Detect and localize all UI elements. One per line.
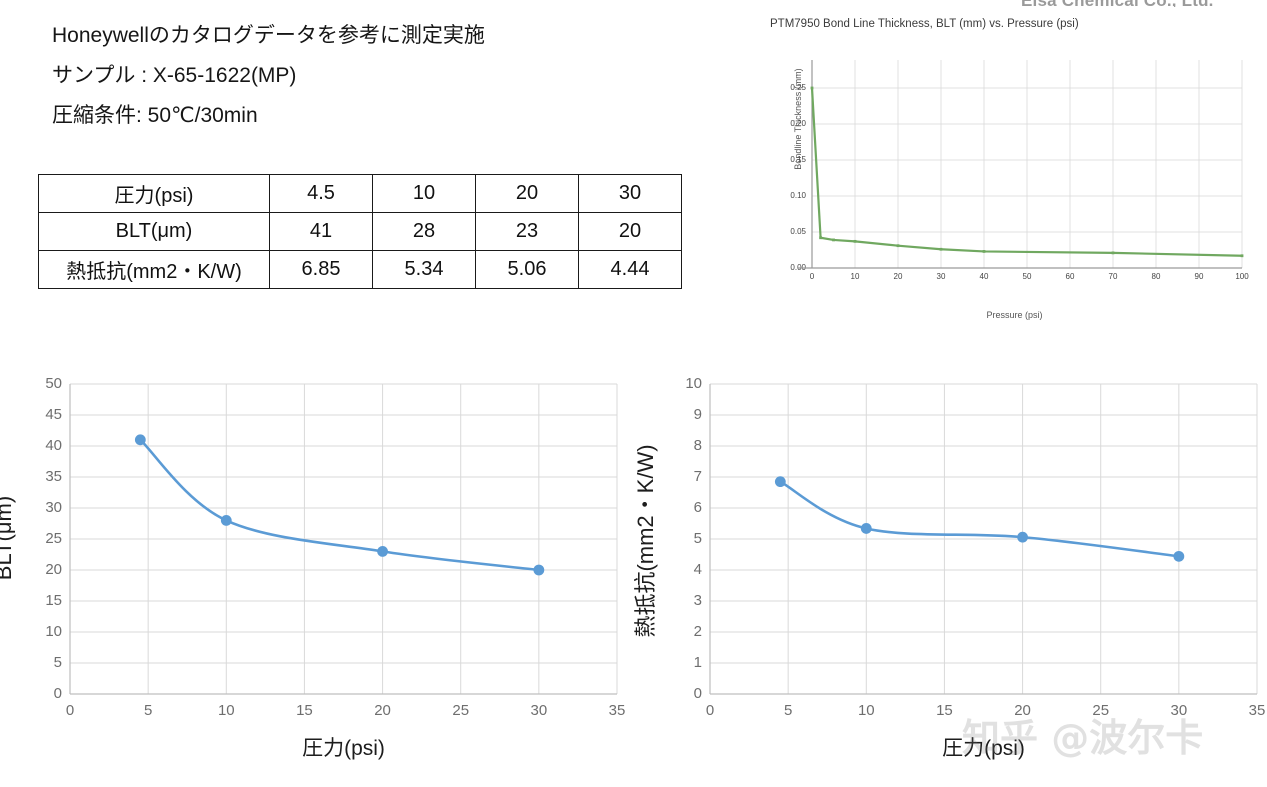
inset-y-tick-label: 0.20 [790,119,806,128]
table-cell: 10 [372,174,476,213]
blt-x-tick-label: 10 [217,702,235,719]
company-name-text: Eisa Chemical Co., Ltd. [1021,0,1267,7]
table-cell: 4.5 [269,174,373,213]
inset-x-tick-label: 60 [1065,272,1075,281]
table-cell: 20 [578,212,682,251]
blt-y-tick-label: 30 [45,499,62,516]
blt-y-tick-label: 5 [53,654,62,671]
inset-y-tick-label: 0.05 [790,227,806,236]
blt-y-tick-label: 40 [45,437,62,454]
rth-y-tick-label: 6 [693,499,702,516]
header-line-1: Honeywellのカタログデータを参考に測定実施 [52,24,485,47]
rth-y-tick-label: 7 [693,468,702,485]
table-cell: 41 [269,212,373,251]
rth-y-tick-label: 5 [693,530,702,547]
table-cell: 6.85 [269,250,373,289]
header-line-3: 圧縮条件: 50℃/30min [52,104,258,127]
inset-x-tick-label: 30 [936,272,946,281]
blt-y-tick-label: 20 [45,561,62,578]
rth-y-tick-label: 10 [685,375,702,392]
rth-y-tick-label: 9 [693,406,702,423]
table-cell: 30 [578,174,682,213]
inset-x-tick-label: 0 [809,272,815,281]
table-cell: 28 [372,212,476,251]
table-cell: 5.06 [475,250,579,289]
table-cell: 4.44 [578,250,682,289]
blt-chart-x-axis-label: 圧力(psi) [302,737,385,760]
blt-x-tick-label: 0 [65,702,75,719]
thermal-resistance-chart: 熱抵抗(mm2・K/W) 圧力(psi) 0 1 2 3 4 5 6 7 8 9 10 0 5 10 15… [633,372,1267,787]
blt-y-tick-label: 0 [53,685,62,702]
inset-x-tick-label: 20 [893,272,903,281]
blt-x-tick-label: 5 [143,702,153,719]
table-row-label: 圧力(psi) [38,174,270,213]
blt-y-tick-label: 25 [45,530,62,547]
rth-y-tick-label: 1 [693,654,702,671]
inset-y-tick-label: 0.25 [790,83,806,92]
rth-y-tick-label: 2 [693,623,702,640]
blt-y-tick-label: 15 [45,592,62,609]
inset-x-tick-label: 50 [1022,272,1032,281]
inset-y-tick-label: 0.15 [790,155,806,164]
blt-y-tick-label: 10 [45,623,62,640]
table-row: BLT(μm) 41 28 23 20 [38,212,682,251]
blt-y-tick-label: 50 [45,375,62,392]
rth-x-tick-label: 20 [1014,702,1031,719]
inset-x-tick-label: 100 [1235,272,1249,281]
rth-x-tick-label: 0 [705,702,715,719]
thermal-resistance-chart-plot [709,383,1258,695]
rth-x-tick-label: 35 [1248,702,1266,719]
rth-y-tick-label: 3 [693,592,702,609]
header-line-2: サンプル : X-65-1622(MP) [52,64,297,87]
watermark-text: 知乎 @波尔卡 [962,716,1204,760]
rth-y-tick-label: 4 [693,561,702,578]
rth-x-tick-label: 25 [1092,702,1110,719]
rth-y-tick-label: 8 [693,437,702,454]
inset-x-tick-label: 90 [1194,272,1204,281]
blt-chart-plot [69,383,618,695]
inset-chart-x-axis-label: Pressure (psi) [986,310,1043,320]
measurement-table: 圧力(psi) 4.5 10 20 30 BLT(μm) 41 28 23 20… [38,174,682,289]
rth-y-tick-label: 0 [693,685,702,702]
blt-x-tick-label: 15 [296,702,313,719]
rth-x-tick-label: 15 [936,702,953,719]
table-cell: 20 [475,174,579,213]
rth-x-tick-label: 10 [857,702,875,719]
table-row: 熱抵抗(mm2・K/W) 6.85 5.34 5.06 4.44 [38,250,682,289]
inset-x-tick-label: 70 [1108,272,1118,281]
inset-x-tick-label: 10 [850,272,860,281]
blt-y-tick-label: 35 [45,468,62,485]
table-cell: 5.34 [372,250,476,289]
rth-x-tick-label: 5 [783,702,793,719]
inset-x-tick-label: 80 [1151,272,1161,281]
inset-chart-plot [798,60,1244,269]
table-row-label: BLT(μm) [38,212,270,251]
table-cell: 23 [475,212,579,251]
inset-y-tick-label: 0.10 [790,191,806,200]
thermal-resistance-chart-x-axis-label: 圧力(psi) [942,737,1025,760]
blt-y-tick-label: 45 [45,406,62,423]
blt-x-tick-label: 25 [452,702,470,719]
blt-x-tick-label: 20 [374,702,391,719]
table-row-label: 熱抵抗(mm2・K/W) [38,250,270,289]
table-row: 圧力(psi) 4.5 10 20 30 [38,174,682,213]
blt-x-tick-label: 35 [608,702,626,719]
inset-chart-title: PTM7950 Bond Line Thickness, BLT (mm) vs… [770,18,1079,30]
inset-x-tick-label: 40 [979,272,989,281]
blt-x-tick-label: 30 [530,702,548,719]
rth-x-tick-label: 30 [1170,702,1188,719]
header-text-block: Honeywellのカタログデータを参考に測定実施 サンプル : X-65-16… [52,16,712,136]
inset-chart-ptm7950: PTM7950 Bond Line Thickness, BLT (mm) vs… [762,18,1267,328]
